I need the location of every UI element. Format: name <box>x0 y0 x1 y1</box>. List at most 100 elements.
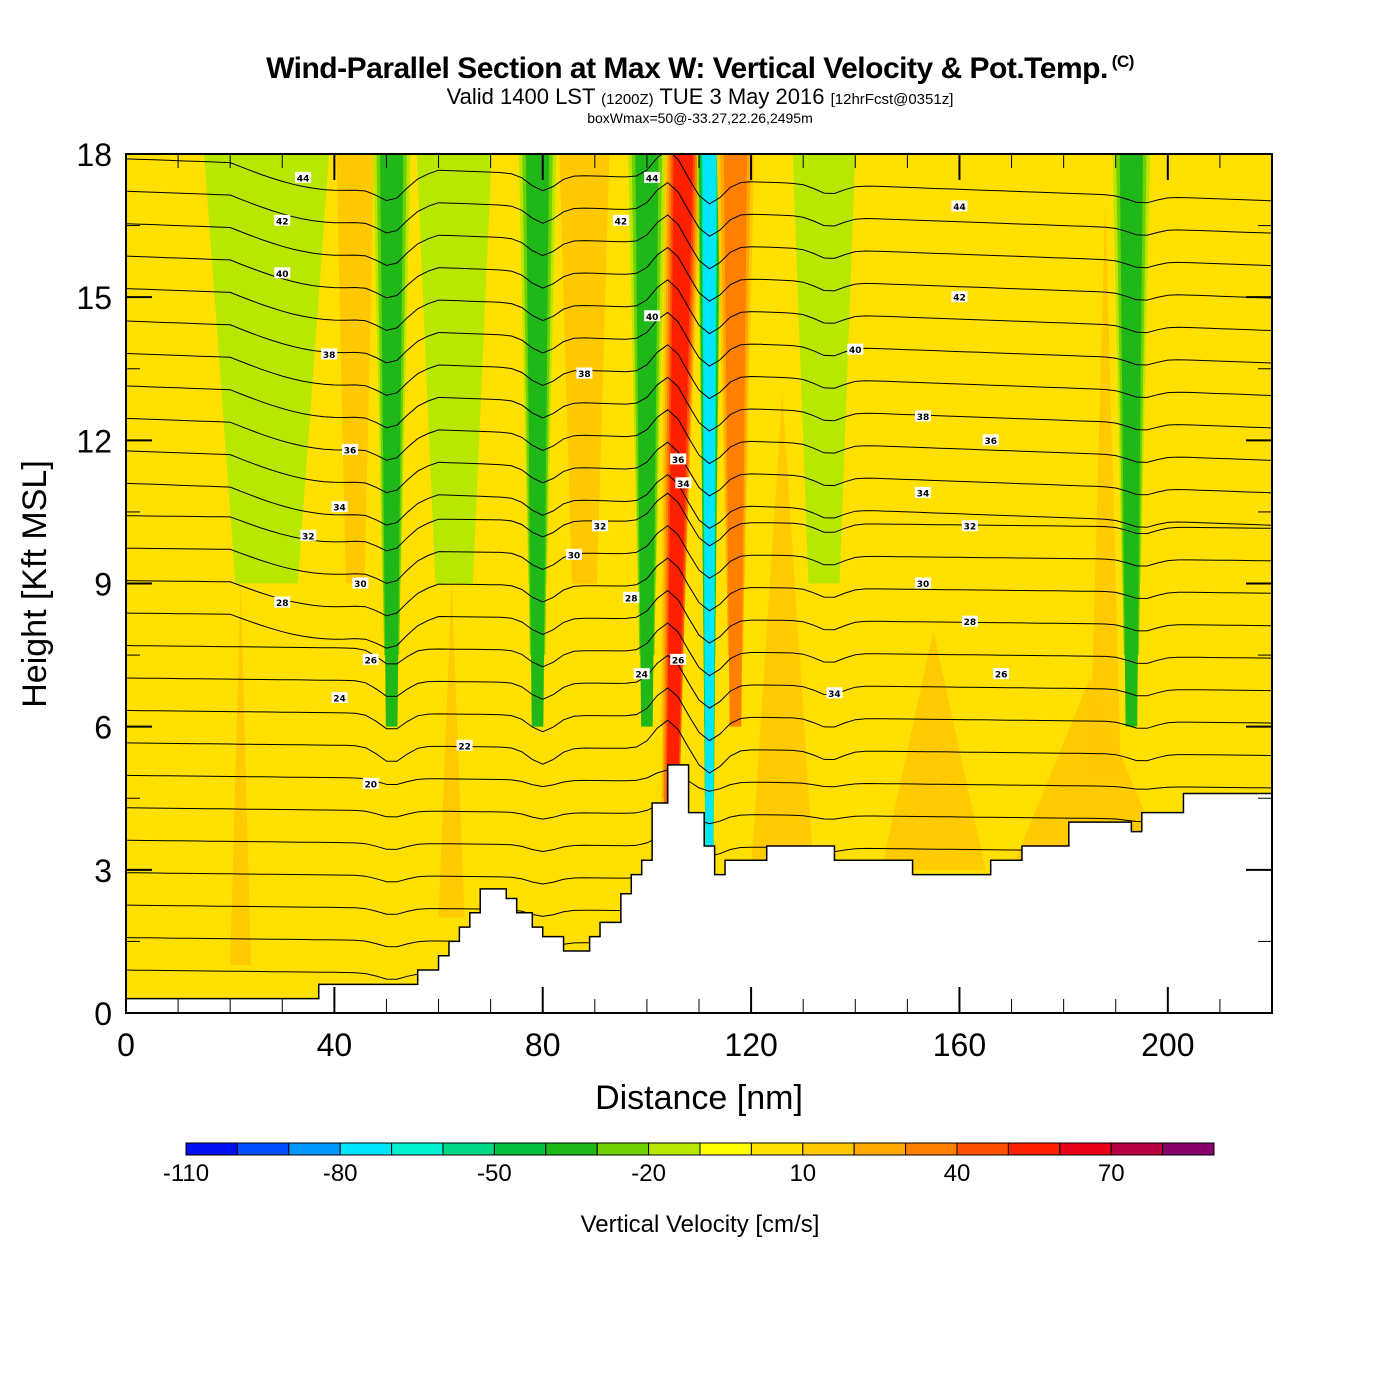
contour-label-text: 24 <box>333 695 346 705</box>
colorbar-swatch <box>956 1142 1009 1156</box>
velocity-band <box>525 154 550 727</box>
x-tick-label: 160 <box>933 1027 986 1063</box>
theta-contour-line <box>126 687 1272 742</box>
colorbar-swatch <box>442 1142 495 1156</box>
contour-label: 28 <box>961 615 978 628</box>
chart-title-text: Wind-Parallel Section at Max W: Vertical… <box>266 52 1108 85</box>
subtitle-forecast: [12hrFcst@0351z] <box>830 91 954 108</box>
x-tick-label: 40 <box>317 1027 353 1063</box>
contour-label-text: 28 <box>625 594 638 604</box>
colorbar-swatch <box>802 1142 855 1156</box>
colorbar-label: -20 <box>631 1160 666 1187</box>
velocity-patch <box>1089 201 1121 775</box>
copyright-mark: (C) <box>1111 52 1135 71</box>
colorbar: -110 -80 -50 -20 10 40 70 <box>163 1142 1215 1187</box>
contour-labels: 44 42 40 38 36 34 32 30 28 26 24 22 20 44 42 40 38 36 34 32… <box>274 171 1010 790</box>
contour-label: 44 <box>644 171 661 184</box>
contour-label-bg <box>274 267 291 279</box>
theta-contour-line <box>126 311 1272 367</box>
theta-contour-line <box>126 344 1272 400</box>
contour-label: 30 <box>352 577 369 590</box>
contour-label: 36 <box>670 453 687 466</box>
y-tick-label: 3 <box>94 853 112 889</box>
contour-label-bg <box>352 577 369 589</box>
colorbar-swatch <box>288 1142 341 1156</box>
contour-label: 42 <box>274 214 291 227</box>
contour-label-text: 32 <box>594 523 607 533</box>
contour-label-text: 28 <box>276 599 289 609</box>
chart-title: Wind-Parallel Section at Max W: Vertical… <box>0 52 1400 86</box>
chart-subtitle: Valid 1400 LST (1200Z) TUE 3 May 2016 [1… <box>0 84 1400 110</box>
velocity-band <box>703 154 716 918</box>
x-tick-label: 0 <box>117 1027 135 1063</box>
velocity-band <box>635 154 659 727</box>
velocity-band <box>204 154 330 584</box>
contour-label-text: 42 <box>615 217 628 227</box>
colorbar-swatch <box>853 1142 907 1156</box>
contour-label-bg <box>274 596 291 608</box>
contour-label: 30 <box>914 577 931 590</box>
contour-label-text: 26 <box>995 671 1008 681</box>
colorbar-swatch <box>339 1142 393 1156</box>
theta-contour-line <box>126 524 1272 584</box>
theta-contour-line <box>126 441 1272 497</box>
y-tick-label: 15 <box>76 280 112 316</box>
contour-label-text: 26 <box>365 656 378 666</box>
velocity-band <box>416 154 492 584</box>
contour-label: 42 <box>612 214 629 227</box>
contour-label: 32 <box>300 529 317 542</box>
contour-label: 30 <box>565 548 582 561</box>
colorbar-label: 70 <box>1098 1160 1125 1187</box>
contour-label-bg <box>362 653 379 665</box>
subtitle-valid: Valid 1400 LST <box>446 84 596 109</box>
contour-label-bg <box>362 777 379 789</box>
theta-contour-line <box>126 279 1272 335</box>
contour-label: 24 <box>633 668 650 681</box>
contour-label-bg <box>914 577 931 589</box>
velocity-band <box>336 154 374 584</box>
contour-label-text: 36 <box>344 446 357 456</box>
contour-label: 40 <box>644 310 661 323</box>
contour-label: 32 <box>592 520 609 533</box>
contour-label-bg <box>623 591 640 603</box>
colorbar-swatch <box>236 1142 290 1156</box>
contour-label: 44 <box>295 171 312 184</box>
velocity-band <box>723 154 748 727</box>
contour-label-text: 30 <box>354 580 367 590</box>
colorbar-title: Vertical Velocity [cm/s] <box>581 1211 820 1238</box>
y-tick-label: 0 <box>94 996 112 1032</box>
contour-label-text: 26 <box>672 656 685 666</box>
contour-label-bg <box>670 453 687 465</box>
y-tick-label: 18 <box>76 137 112 173</box>
contour-label: 26 <box>362 653 379 666</box>
colorbar-swatch <box>1007 1142 1061 1156</box>
contour-label: 38 <box>576 367 593 380</box>
contour-label-bg <box>914 410 931 422</box>
contour-label: 42 <box>951 291 968 304</box>
contour-label-bg <box>331 501 348 513</box>
contour-label-text: 34 <box>333 504 346 514</box>
contour-label-text: 40 <box>276 270 289 280</box>
y-tick-label: 9 <box>94 567 112 603</box>
contour-label: 34 <box>331 501 348 514</box>
chart-subtitle-box: boxWmax=50@-33.27,22.26,2495m <box>587 110 813 126</box>
colorbar-swatch <box>750 1142 804 1156</box>
theta-contour-line <box>126 589 1272 649</box>
contour-label: 44 <box>951 200 968 213</box>
contour-label-text: 34 <box>828 690 841 700</box>
theta-contour-line <box>126 769 1272 792</box>
theta-contour-line <box>126 654 1272 709</box>
contour-label: 40 <box>274 267 291 280</box>
contour-label-bg <box>914 486 931 498</box>
contour-label-bg <box>961 615 978 627</box>
contour-label-bg <box>565 548 582 560</box>
contour-label-bg <box>982 434 999 446</box>
contour-label: 26 <box>993 668 1010 681</box>
y-axis-title: Height [Kft MSL] <box>16 460 54 708</box>
contour-label-bg <box>456 739 473 751</box>
theta-contour-line <box>126 154 1272 205</box>
theta-contour-line <box>126 181 1272 237</box>
terrain-mask <box>125 764 1273 1014</box>
